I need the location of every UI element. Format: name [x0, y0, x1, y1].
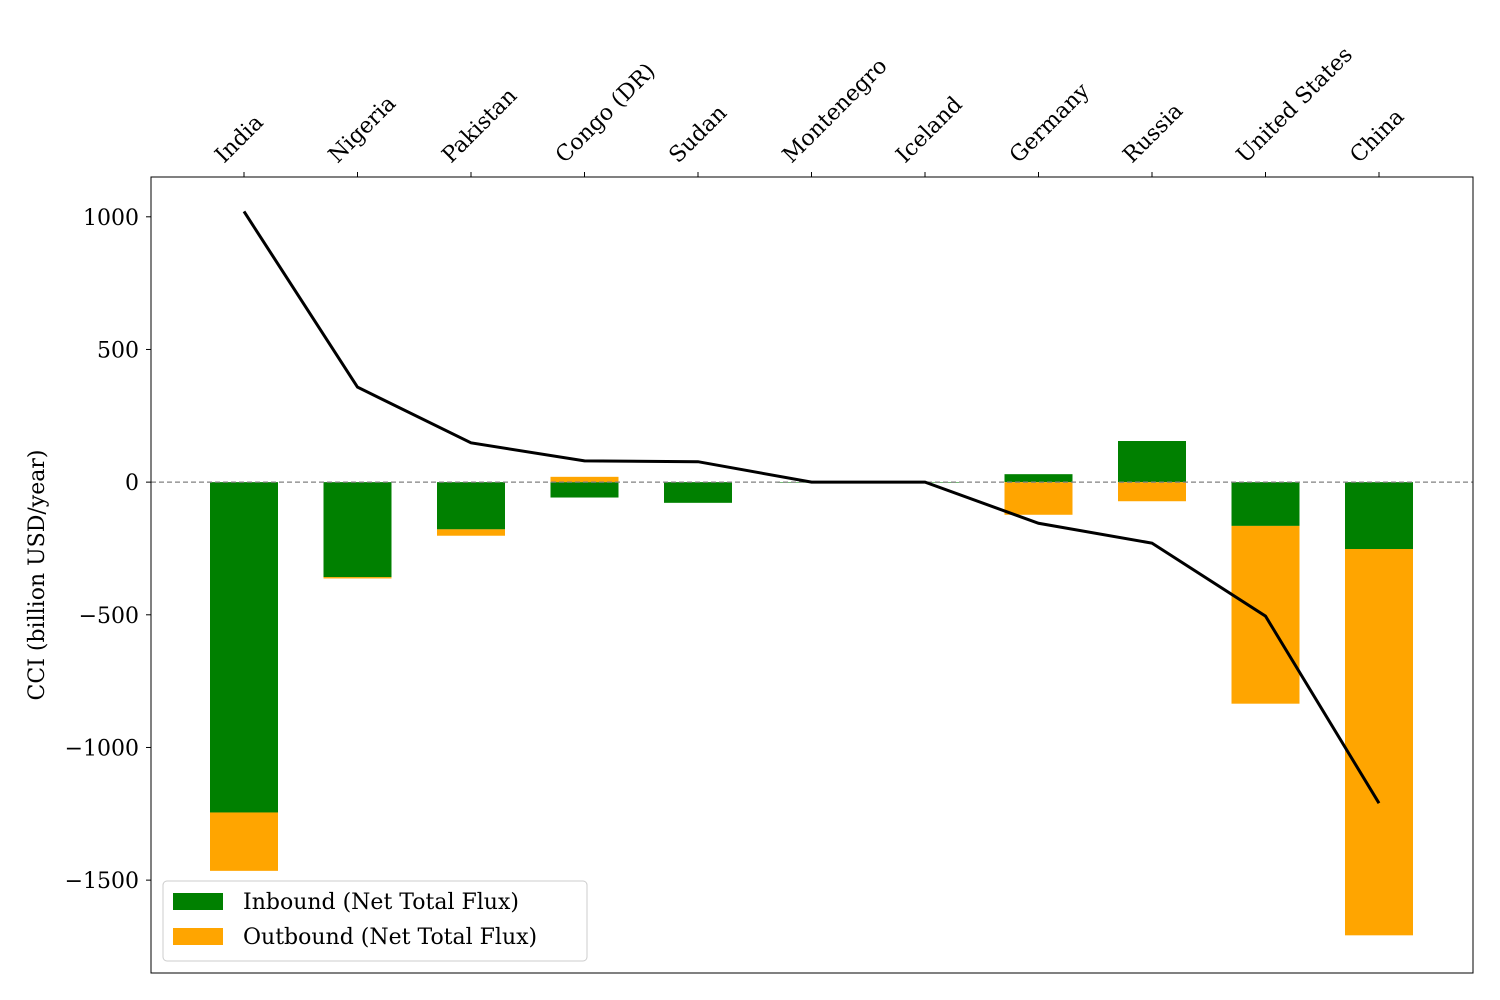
bar-inbound-pakistan — [437, 482, 505, 530]
legend-label-outbound: Outbound (Net Total Flux) — [243, 925, 537, 950]
bar-outbound-germany — [1004, 482, 1073, 515]
legend-box — [162, 880, 588, 962]
x-tick-label-china: China — [1346, 104, 1410, 168]
y-tick-label: −1000 — [65, 736, 139, 761]
y-tick-label: −1500 — [65, 869, 139, 894]
bar-inbound-india — [210, 482, 278, 813]
y-tick-label: 500 — [97, 338, 139, 363]
bar-outbound-pakistan — [437, 529, 505, 536]
y-tick-label: 1000 — [83, 206, 139, 231]
legend-label-inbound: Inbound (Net Total Flux) — [243, 890, 519, 915]
legend-swatch-outbound — [173, 928, 223, 945]
x-tick-label-united-states: United States — [1232, 42, 1358, 168]
x-tick-label-pakistan: Pakistan — [438, 84, 523, 169]
x-tick-label-iceland: Iceland — [892, 92, 968, 168]
x-axis: India Nigeria Pakistan Congo (DR) Sudan Monte… — [211, 42, 1410, 177]
bar-inbound-nigeria — [323, 482, 392, 578]
y-axis-label: CCI (billion USD/year) — [25, 450, 50, 701]
bar-outbound-india — [210, 812, 278, 871]
bar-outbound-nigeria — [323, 577, 392, 579]
bar-outbound-russia — [1118, 482, 1186, 502]
bar-inbound-sudan — [664, 482, 732, 503]
bar-inbound-congo-dr — [550, 482, 619, 498]
net-line — [242, 210, 1381, 804]
bar-inbound-china — [1345, 482, 1413, 549]
x-tick-label-congo-dr: Congo (DR) — [551, 59, 661, 169]
x-tick-label-russia: Russia — [1119, 99, 1189, 169]
bar-inbound-united-states — [1231, 482, 1300, 526]
y-tick-label: 0 — [125, 471, 139, 496]
legend: Inbound (Net Total Flux) Outbound (Net T… — [162, 880, 588, 962]
bar-outbound-china — [1345, 548, 1413, 936]
bar-inbound-russia — [1118, 441, 1186, 483]
bars — [210, 441, 1413, 936]
plot-area — [150, 176, 1474, 974]
x-tick-label-india: India — [211, 110, 269, 168]
bar-inbound-germany — [1004, 474, 1073, 483]
legend-swatch-inbound — [173, 893, 223, 910]
x-tick-label-sudan: Sudan — [665, 101, 733, 169]
x-tick-label-nigeria: Nigeria — [324, 91, 401, 168]
x-tick-label-montenegro: Montenegro — [778, 54, 892, 168]
y-axis: 1000 500 0 −500 −1000 −1500 — [65, 206, 151, 894]
x-tick-label-germany: Germany — [1005, 78, 1095, 168]
bar-outbound-congo-dr — [550, 476, 619, 483]
y-tick-label: −500 — [79, 604, 139, 629]
